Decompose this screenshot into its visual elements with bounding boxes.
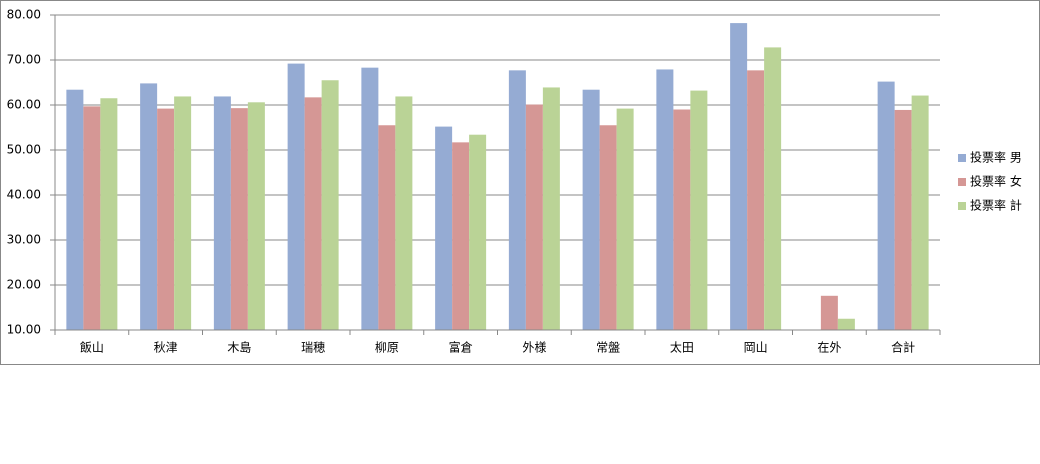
bar	[656, 69, 674, 330]
x-tick-label: 常盤	[596, 341, 620, 355]
bar	[83, 106, 101, 330]
bar	[395, 96, 413, 330]
bar	[911, 95, 929, 330]
legend-label: 投票率 女	[970, 174, 1022, 189]
legend-swatch	[958, 202, 966, 210]
x-tick-label: 瑞穂	[301, 341, 325, 355]
x-tick-label: 飯山	[80, 340, 104, 355]
y-tick-label: 20.00	[7, 278, 41, 292]
bar	[213, 96, 231, 330]
x-tick-label: 合計	[891, 340, 915, 355]
bar	[321, 80, 339, 330]
x-tick-label: 太田	[670, 340, 694, 355]
y-tick-label: 30.00	[7, 233, 41, 247]
bar	[304, 97, 322, 330]
legend-swatch	[958, 154, 966, 162]
bar	[673, 109, 691, 330]
x-tick-label: 木島	[227, 340, 251, 355]
x-tick-label: 外様	[522, 341, 546, 355]
bar	[542, 87, 560, 330]
bar	[66, 89, 84, 330]
bar	[378, 125, 396, 330]
y-tick-label: 40.00	[7, 188, 41, 202]
bar	[599, 125, 617, 330]
bar	[877, 81, 895, 330]
bar	[174, 96, 192, 330]
y-tick-label: 10.00	[7, 323, 41, 337]
x-tick-label: 岡山	[744, 341, 768, 355]
y-tick-label: 80.00	[7, 8, 41, 22]
bar	[894, 109, 912, 330]
bar	[508, 70, 526, 330]
y-tick-label: 60.00	[7, 98, 41, 112]
x-tick-label: 富倉	[449, 340, 473, 355]
bar	[764, 47, 782, 331]
legend-swatch	[958, 178, 966, 186]
x-tick-label: 秋津	[154, 341, 178, 355]
bar	[452, 142, 470, 330]
bar	[435, 126, 453, 330]
bar	[582, 89, 600, 330]
bar	[820, 295, 838, 330]
bar	[361, 67, 379, 331]
bar	[730, 23, 748, 330]
bar	[230, 108, 248, 331]
bar	[157, 108, 175, 330]
bar	[747, 70, 765, 330]
x-tick-label: 在外	[817, 341, 841, 355]
bar	[469, 134, 487, 330]
bar	[140, 83, 158, 331]
legend-label: 投票率 男	[970, 150, 1022, 165]
bar	[100, 98, 118, 330]
bar	[287, 63, 305, 330]
x-tick-label: 柳原	[375, 341, 399, 355]
legend-label: 投票率 計	[970, 198, 1022, 213]
bar	[837, 318, 855, 330]
bar	[247, 102, 265, 330]
bar	[616, 108, 634, 330]
y-tick-label: 70.00	[7, 53, 41, 67]
bar	[690, 90, 708, 330]
bar	[525, 104, 543, 330]
y-tick-label: 50.00	[7, 143, 41, 157]
